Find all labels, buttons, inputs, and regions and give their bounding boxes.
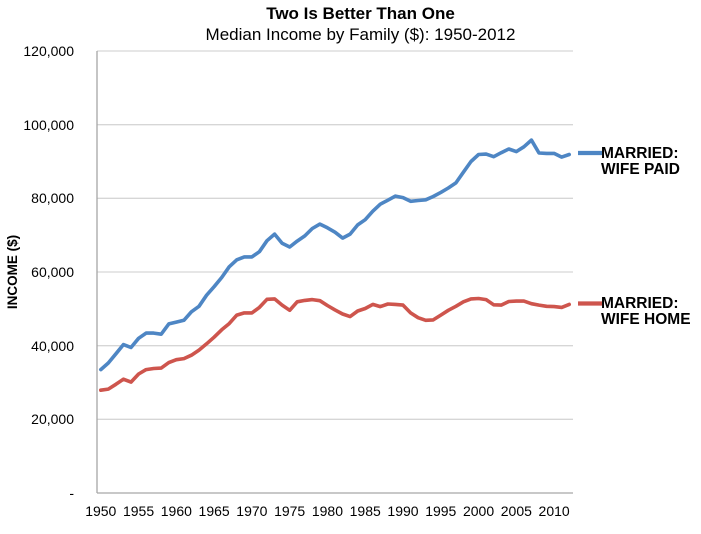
x-tick-label: 2005 [500, 503, 532, 519]
chart-subtitle: Median Income by Family ($): 1950-2012 [205, 25, 516, 44]
y-tick-label: 60,000 [31, 264, 74, 280]
y-tick-label: 80,000 [31, 190, 74, 207]
x-tick-label: 2000 [462, 503, 495, 519]
legend-label-line: MARRIED: [601, 295, 679, 312]
series-line-married-wife-home [99, 296, 572, 393]
x-tick-label: 2010 [538, 503, 570, 519]
chart-title: Two Is Better Than One [266, 4, 455, 23]
series-line-married-wife-paid [99, 138, 572, 372]
y-tick-label: 20,000 [31, 411, 74, 428]
legend-label-line: WIFE PAID [601, 161, 680, 178]
y-tick-label: 120,000 [23, 43, 74, 59]
x-tick-label: 1980 [311, 503, 344, 519]
x-tick-label: 1985 [349, 503, 381, 519]
legend-label-line: WIFE HOME [601, 311, 691, 328]
legend-entry-wife-paid: MARRIED: WIFE PAID [601, 146, 680, 178]
x-tick-label: 1965 [198, 503, 230, 519]
x-tick-label: 1955 [122, 503, 155, 519]
y-tick-label: 100,000 [23, 116, 74, 133]
x-tick-label: 1995 [425, 503, 457, 519]
legend-label-line: MARRIED: [601, 145, 679, 162]
y-tick-label: 40,000 [31, 337, 74, 354]
x-tick-label: 1990 [387, 503, 419, 519]
legend-entry-wife-home: MARRIED: WIFE HOME [601, 296, 691, 328]
x-tick-label: 1970 [236, 503, 268, 519]
x-tick-label: 1950 [85, 503, 117, 519]
x-tick-label: 1975 [274, 503, 306, 519]
x-tick-label: 1960 [160, 503, 192, 519]
y-tick-label: - [69, 485, 74, 501]
